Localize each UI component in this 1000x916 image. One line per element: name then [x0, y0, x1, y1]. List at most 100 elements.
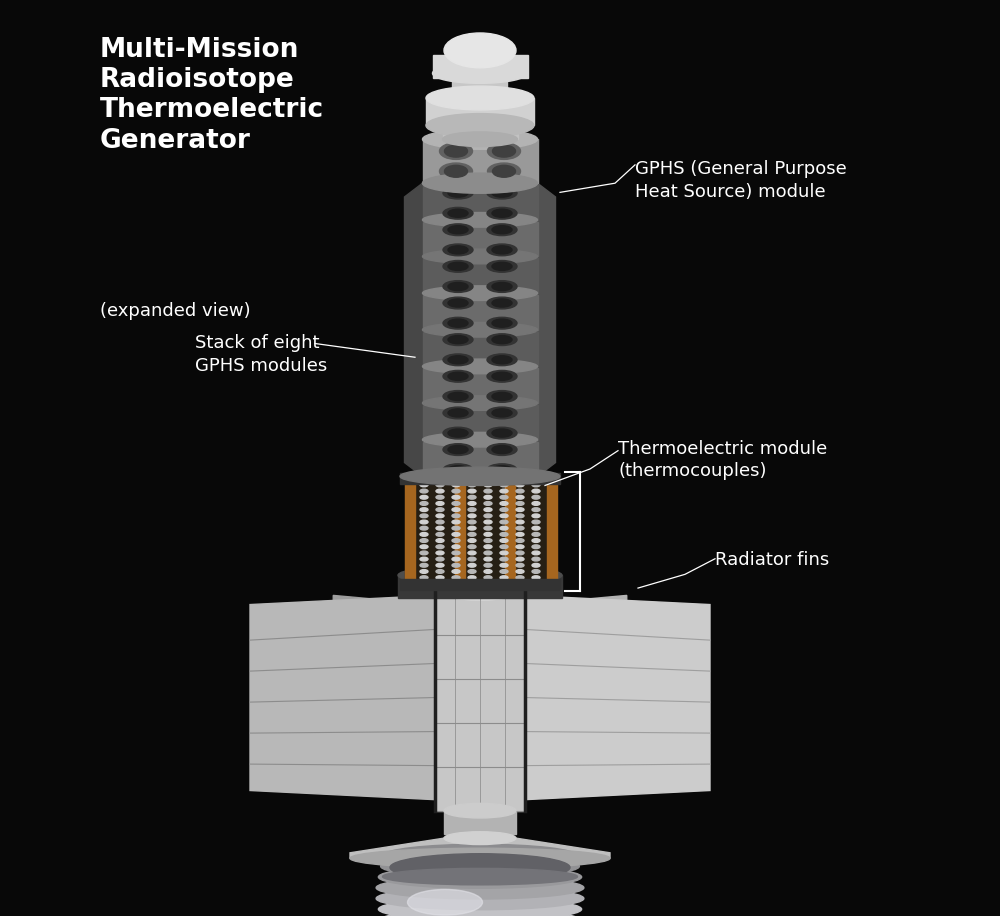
Ellipse shape [443, 443, 473, 455]
Ellipse shape [532, 545, 540, 549]
Ellipse shape [422, 176, 538, 191]
Ellipse shape [484, 570, 492, 573]
Ellipse shape [532, 514, 540, 518]
Ellipse shape [516, 576, 524, 580]
Ellipse shape [492, 355, 512, 364]
Ellipse shape [381, 855, 579, 878]
Ellipse shape [487, 333, 517, 345]
Ellipse shape [436, 539, 444, 542]
Ellipse shape [442, 132, 518, 147]
Ellipse shape [492, 409, 512, 417]
Ellipse shape [516, 496, 524, 499]
Ellipse shape [444, 33, 516, 68]
Ellipse shape [516, 545, 524, 549]
Ellipse shape [420, 545, 428, 549]
Ellipse shape [532, 532, 540, 536]
Ellipse shape [468, 532, 476, 536]
Ellipse shape [452, 496, 460, 499]
Ellipse shape [500, 483, 508, 486]
Ellipse shape [420, 576, 428, 580]
Ellipse shape [487, 244, 517, 256]
Ellipse shape [420, 489, 428, 493]
Ellipse shape [487, 280, 517, 292]
Ellipse shape [420, 563, 428, 567]
Ellipse shape [492, 392, 512, 400]
Ellipse shape [420, 532, 428, 536]
Ellipse shape [436, 514, 444, 518]
Ellipse shape [516, 507, 524, 511]
Bar [455, 476, 465, 586]
Ellipse shape [420, 520, 428, 524]
Ellipse shape [532, 496, 540, 499]
Ellipse shape [500, 514, 508, 518]
Ellipse shape [382, 868, 578, 885]
Bar [422, 405, 538, 440]
Bar [422, 332, 538, 366]
Ellipse shape [532, 570, 540, 573]
Polygon shape [333, 595, 435, 797]
Text: Multi-Mission
Radioisotope
Thermoelectric
Generator: Multi-Mission Radioisotope Thermoelectri… [100, 37, 324, 154]
Ellipse shape [408, 889, 482, 915]
Ellipse shape [500, 532, 508, 536]
Ellipse shape [484, 520, 492, 524]
Ellipse shape [448, 409, 468, 417]
Bar [398, 575, 562, 598]
Ellipse shape [468, 539, 476, 542]
Text: GPHS (General Purpose
Heat Source) module: GPHS (General Purpose Heat Source) modul… [635, 160, 847, 201]
Ellipse shape [422, 286, 538, 300]
Polygon shape [525, 595, 710, 800]
Ellipse shape [484, 483, 492, 486]
Ellipse shape [468, 545, 476, 549]
Ellipse shape [500, 563, 508, 567]
Ellipse shape [487, 407, 517, 419]
Ellipse shape [435, 582, 525, 600]
Ellipse shape [452, 489, 460, 493]
Ellipse shape [436, 545, 444, 549]
Ellipse shape [443, 370, 473, 382]
Ellipse shape [487, 224, 517, 235]
Bar [422, 222, 538, 256]
Ellipse shape [500, 570, 508, 573]
Ellipse shape [443, 207, 473, 219]
Ellipse shape [420, 557, 428, 561]
Ellipse shape [422, 359, 538, 374]
Ellipse shape [516, 557, 524, 561]
Ellipse shape [420, 570, 428, 573]
Ellipse shape [487, 260, 517, 272]
Ellipse shape [422, 322, 538, 337]
Bar [426, 98, 534, 125]
Ellipse shape [500, 539, 508, 542]
Bar [432, 55, 528, 78]
Ellipse shape [436, 557, 444, 561]
Ellipse shape [487, 390, 517, 402]
Ellipse shape [484, 507, 492, 511]
Ellipse shape [484, 551, 492, 555]
Ellipse shape [443, 280, 473, 292]
Ellipse shape [443, 354, 473, 365]
Ellipse shape [532, 489, 540, 493]
Ellipse shape [420, 551, 428, 555]
Ellipse shape [443, 187, 473, 199]
Ellipse shape [516, 489, 524, 493]
Ellipse shape [488, 143, 520, 159]
Ellipse shape [436, 496, 444, 499]
Ellipse shape [443, 333, 473, 345]
Ellipse shape [376, 877, 584, 899]
Ellipse shape [516, 520, 524, 524]
Ellipse shape [436, 507, 444, 511]
Ellipse shape [398, 565, 562, 585]
Bar [405, 476, 415, 586]
Ellipse shape [532, 576, 540, 580]
Ellipse shape [448, 465, 468, 474]
Ellipse shape [468, 507, 476, 511]
Ellipse shape [452, 557, 460, 561]
Ellipse shape [468, 496, 476, 499]
Ellipse shape [500, 576, 508, 580]
Ellipse shape [422, 213, 538, 227]
Ellipse shape [484, 489, 492, 493]
Ellipse shape [448, 372, 468, 380]
Ellipse shape [448, 189, 468, 197]
Ellipse shape [452, 532, 460, 536]
Ellipse shape [532, 483, 540, 486]
Bar [422, 139, 538, 183]
